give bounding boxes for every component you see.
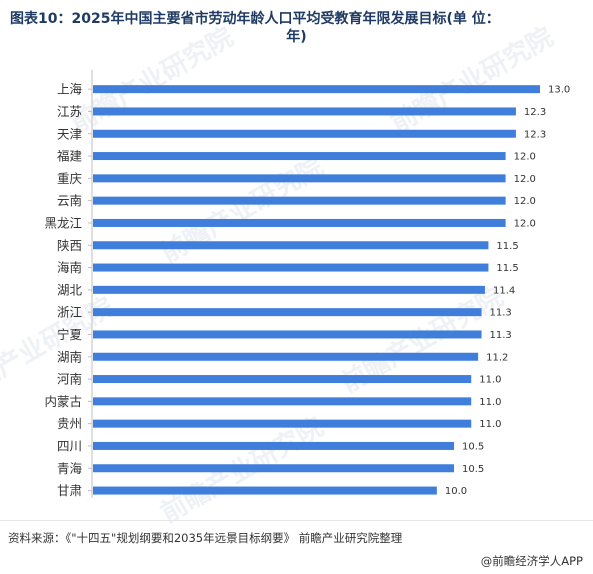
chart-title-line2: 年) [286,29,307,45]
bar [93,129,516,138]
bar [93,419,472,428]
category-label: 上海 [57,82,83,97]
bar [93,464,455,473]
footer-credit: @前瞻经济学人APP [480,554,583,568]
category-label: 江苏 [57,104,82,119]
category-label: 四川 [57,438,82,453]
value-label: 13.0 [548,85,570,96]
bar [93,196,506,205]
bar [93,107,516,116]
bar [93,308,482,317]
category-label: 青海 [57,461,83,476]
value-label: 11.0 [479,397,501,408]
category-label: 湖北 [57,282,83,297]
category-label: 宁夏 [57,327,83,342]
value-label: 10.5 [462,464,484,475]
category-label: 黑龙江 [44,215,82,230]
value-label: 12.3 [524,107,546,118]
bar [93,174,506,183]
bar [93,85,540,94]
bar [93,241,489,250]
bar [93,263,489,272]
divider [0,520,593,521]
bar [93,441,455,450]
category-label: 重庆 [57,171,83,186]
bar [93,352,479,361]
category-label: 海南 [57,260,82,275]
bar [93,218,506,227]
value-label: 11.3 [490,308,512,319]
category-label: 福建 [57,149,83,164]
category-label: 内蒙古 [44,394,82,409]
value-label: 10.5 [462,441,484,452]
value-label: 12.0 [514,218,536,229]
category-label: 甘肃 [57,483,82,498]
value-label: 12.0 [514,152,536,163]
value-label: 11.5 [496,263,518,274]
value-label: 11.4 [493,285,515,296]
category-label: 贵州 [57,416,82,431]
bar [93,285,485,294]
value-label: 12.0 [514,174,536,185]
bar [93,486,437,495]
category-label: 河南 [57,372,82,387]
category-label: 湖南 [57,349,82,364]
value-label: 10.0 [445,486,467,497]
value-label: 11.5 [496,241,518,252]
value-label: 11.2 [486,352,508,363]
bar-chart: 上海 13.0 江苏 12.3 天津 12.3 福建 12.0 重庆 12.0 云南 12.0 黑龙江 1… [44,70,570,498]
value-label: 11.0 [479,419,501,430]
value-label: 12.3 [524,129,546,140]
bar [93,152,506,161]
category-label: 云南 [57,193,82,208]
bar [93,375,472,384]
chart-title: 图表10：2025年中国主要省市劳动年龄人口平均受教育年限发展目标(单 位： 年… [10,10,583,46]
value-label: 11.0 [479,375,501,386]
category-label: 浙江 [57,305,82,320]
bar [93,330,482,339]
value-label: 12.0 [514,196,536,207]
chart-title-line1: 图表10：2025年中国主要省市劳动年龄人口平均受教育年限发展目标(单 位： [10,11,500,27]
category-label: 天津 [57,126,82,141]
value-label: 11.3 [490,330,512,341]
bar [93,397,472,406]
category-label: 陕西 [57,238,82,253]
source-note: 资料来源：《"十四五"规划纲要和2035年远景目标纲要》 前瞻产业研究院整理 [8,531,403,545]
